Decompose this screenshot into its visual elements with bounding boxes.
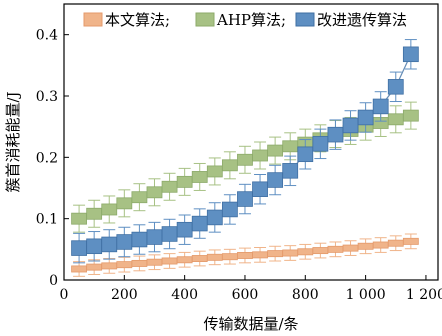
data-point-box <box>312 136 329 152</box>
data-point-box <box>387 113 404 126</box>
data-point-box <box>327 245 344 253</box>
data-point-box <box>161 180 178 193</box>
data-point-box <box>282 163 299 179</box>
data-point-box <box>372 98 389 115</box>
y-tick-label: 0.4 <box>36 28 58 44</box>
legend-swatch-series-3 <box>295 12 315 27</box>
data-point-box <box>387 79 404 95</box>
x-tick-label: 600 <box>232 287 259 303</box>
data-point-box <box>176 256 193 264</box>
x-axis-title: 传输数据量/条 <box>203 315 298 333</box>
x-tick-label: 0 <box>60 287 69 303</box>
x-tick-label: 800 <box>292 287 319 303</box>
data-point-box <box>372 241 389 249</box>
data-point-box <box>252 251 268 259</box>
data-point-box <box>86 207 103 220</box>
data-point-box <box>267 250 284 258</box>
data-point-box <box>267 144 284 157</box>
data-point-box <box>191 255 208 262</box>
x-tick-label: 1 200 <box>406 287 442 303</box>
data-point-box <box>161 257 178 265</box>
data-point-box <box>312 247 329 255</box>
data-point-box <box>101 262 118 270</box>
data-point-box <box>282 140 299 153</box>
data-point-box <box>282 249 299 257</box>
data-point-box <box>71 265 87 273</box>
data-point-box <box>237 153 253 166</box>
series-1 <box>71 233 419 277</box>
data-point-box <box>146 229 163 245</box>
data-point-box <box>146 186 163 199</box>
data-point-box <box>161 226 178 242</box>
data-point-box <box>191 215 208 232</box>
data-point-box <box>86 263 103 271</box>
data-point-box <box>402 237 419 245</box>
data-point-box <box>176 175 193 188</box>
data-point-box <box>116 261 133 269</box>
data-point-box <box>116 234 133 250</box>
legend-swatch-series-1 <box>83 12 103 27</box>
legend-label-series-3: 改进遗传算法 <box>317 11 407 29</box>
data-point-box <box>342 117 359 134</box>
data-point-box <box>131 231 148 248</box>
data-point-box <box>252 181 268 197</box>
data-point-box <box>387 239 404 247</box>
x-tick-label: 200 <box>111 287 138 303</box>
data-point-box <box>267 172 284 188</box>
legend: 本文算法; AHP算法; 改进遗传算法 <box>83 11 407 29</box>
data-point-box <box>206 165 223 178</box>
y-tick-label: 0.2 <box>36 150 58 166</box>
legend-label-series-2: AHP算法; <box>216 11 286 29</box>
data-point-box <box>86 238 103 255</box>
data-point-box <box>221 159 238 172</box>
data-point-box <box>327 126 344 143</box>
data-point-box <box>237 251 253 259</box>
data-point-box <box>116 197 133 210</box>
legend-swatch-series-2 <box>195 12 215 27</box>
x-tick-label: 1 000 <box>346 287 386 303</box>
data-point-box <box>237 191 253 207</box>
x-tick-label: 400 <box>171 287 198 303</box>
axis-ticks: 0 200 400 600 800 1 000 1 200 0 0.1 0.2 0.3 0.4 <box>36 28 442 303</box>
data-point-box <box>221 201 238 218</box>
data-point-box <box>252 149 268 162</box>
data-point-box <box>71 240 87 256</box>
data-point-box <box>297 248 314 256</box>
data-point-box <box>191 171 208 183</box>
data-point-box <box>101 203 118 216</box>
data-point-box <box>402 109 419 122</box>
data-point-box <box>206 209 223 226</box>
data-point-box <box>297 146 314 163</box>
legend-label-series-1: 本文算法; <box>105 11 170 29</box>
data-point-box <box>131 259 148 267</box>
data-point-box <box>402 46 419 63</box>
data-point-box <box>357 109 374 126</box>
y-axis-title: 簇首消耗能量/J <box>4 91 22 192</box>
data-point-box <box>342 244 359 252</box>
y-tick-label: 0 <box>49 273 58 289</box>
y-tick-label: 0.3 <box>36 89 58 105</box>
data-point-box <box>357 242 374 250</box>
data-point-box <box>71 212 87 225</box>
data-point-box <box>176 221 193 238</box>
series-3 <box>71 39 419 264</box>
data-point-box <box>101 236 118 253</box>
series-layer <box>71 39 419 277</box>
data-point-box <box>146 258 163 266</box>
y-tick-label: 0.1 <box>36 212 58 228</box>
plot-frame <box>63 3 439 281</box>
data-point-box <box>131 191 148 204</box>
data-point-box <box>221 253 238 261</box>
data-point-box <box>206 253 223 261</box>
series-2 <box>71 101 419 233</box>
